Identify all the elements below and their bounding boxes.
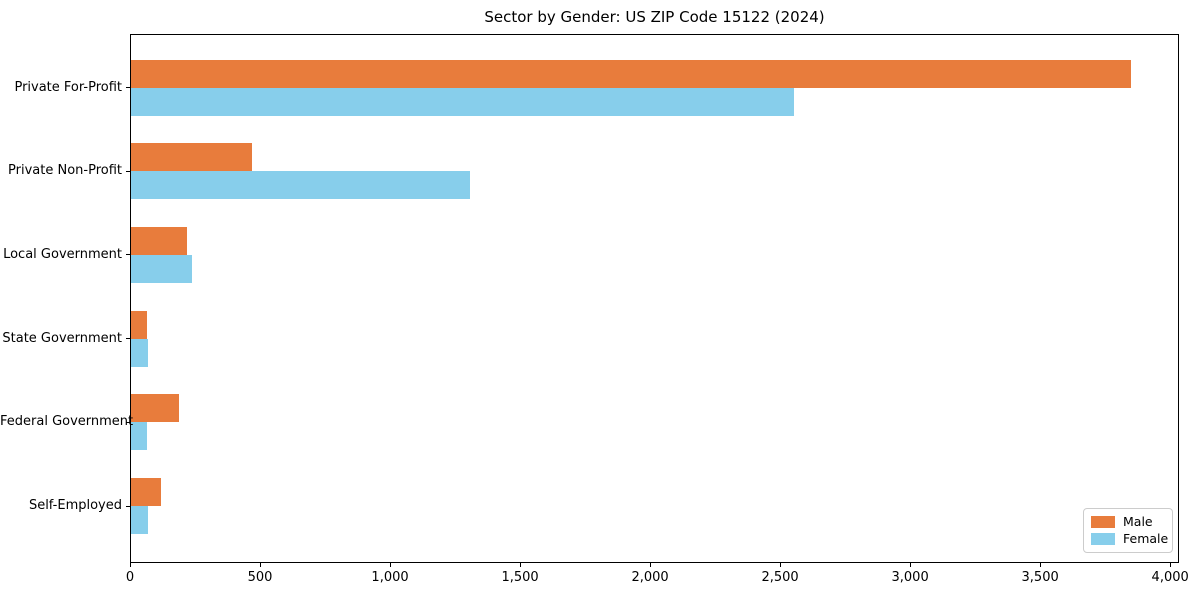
x-tick — [910, 563, 912, 567]
x-tick-label: 2,000 — [631, 570, 669, 585]
legend-swatch-male — [1091, 516, 1115, 529]
x-tick-label: 3,000 — [891, 570, 929, 585]
x-tick-label: 2,500 — [761, 570, 799, 585]
x-tick — [650, 563, 652, 567]
x-tick — [520, 563, 522, 567]
x-tick — [390, 563, 392, 567]
y-tick-label: State Government — [2, 330, 122, 346]
plot-area — [130, 34, 1179, 563]
x-tick-label: 0 — [125, 570, 135, 585]
legend-label-male: Male — [1123, 514, 1153, 529]
x-tick — [780, 563, 782, 567]
legend-swatch-female — [1091, 532, 1115, 545]
x-tick-label: 3,500 — [1021, 570, 1059, 585]
y-tick-label: Local Government — [3, 246, 122, 262]
y-tick-label: Private For-Profit — [14, 79, 122, 95]
x-tick-label: 1,000 — [371, 570, 409, 585]
x-tick — [1170, 563, 1172, 567]
y-tick-label: Private Non-Profit — [8, 163, 122, 179]
legend: Male Female — [1083, 508, 1173, 553]
legend-item-male: Male — [1091, 514, 1165, 529]
legend-item-female: Female — [1091, 530, 1169, 546]
x-tick-label: 1,500 — [501, 570, 539, 585]
legend-label-female: Female — [1123, 530, 1169, 546]
chart-title: Sector by Gender: US ZIP Code 15122 (202… — [484, 8, 825, 26]
x-tick-label: 4,000 — [1151, 570, 1189, 585]
x-tick — [130, 563, 131, 567]
y-tick-label: Federal Government — [0, 414, 134, 430]
x-tick — [1040, 563, 1042, 567]
y-tick-label: Self-Employed — [28, 498, 122, 513]
x-tick — [260, 563, 262, 567]
x-tick-label: 500 — [247, 570, 273, 585]
